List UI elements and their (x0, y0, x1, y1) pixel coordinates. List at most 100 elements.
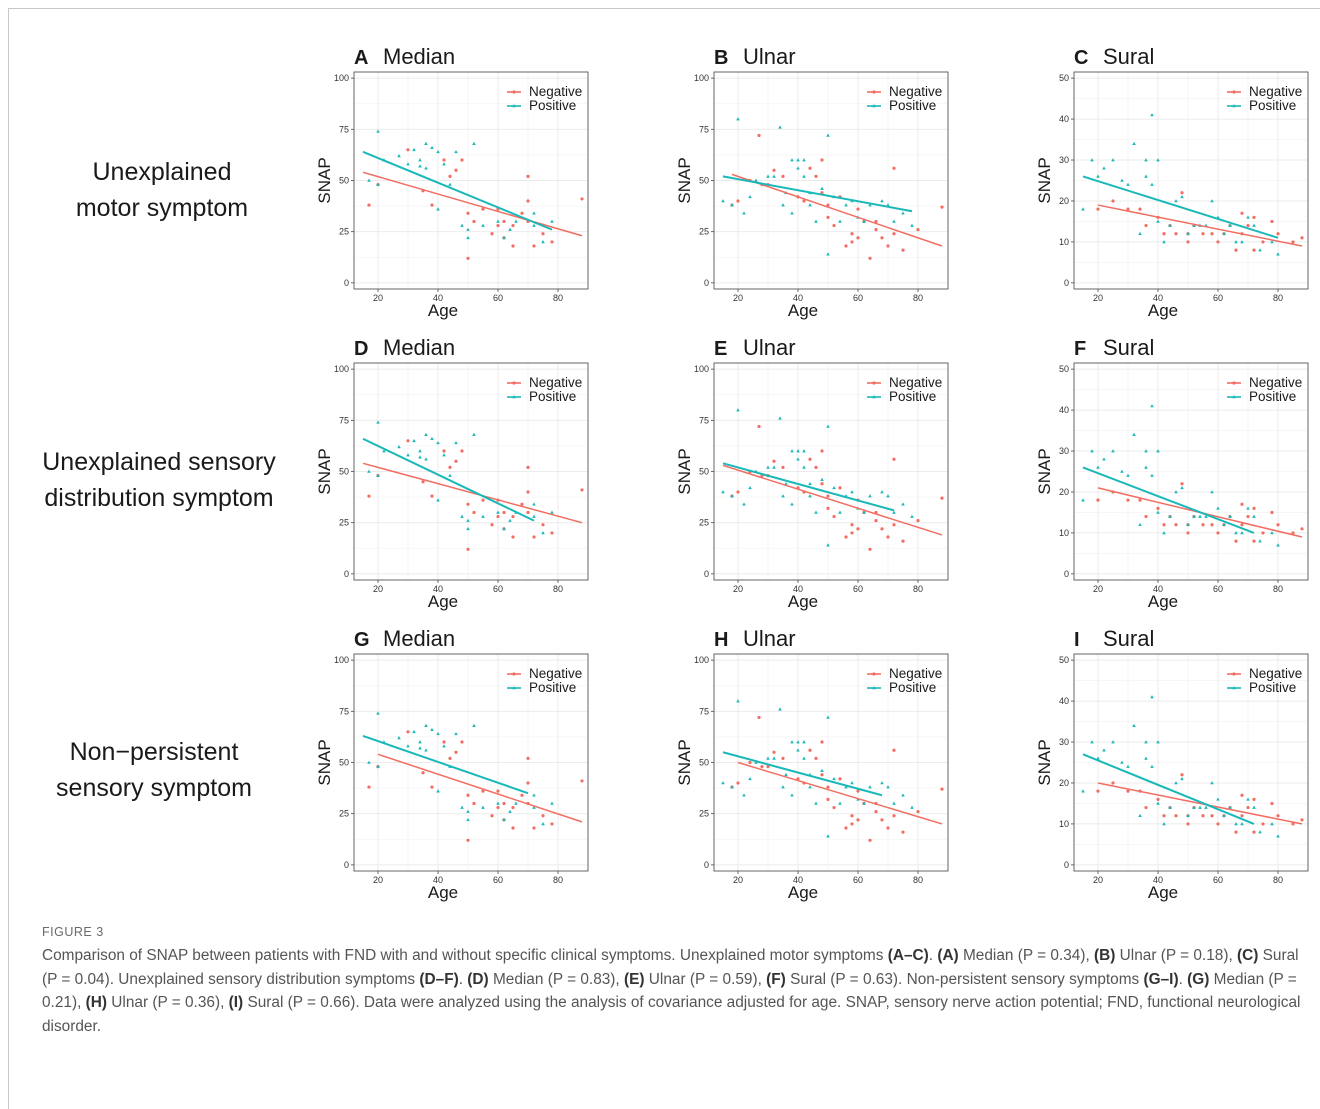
data-point-positive (772, 465, 776, 469)
data-point-positive (481, 514, 485, 518)
data-point-positive (1270, 240, 1274, 244)
data-point-positive (1111, 158, 1115, 162)
data-point-positive (1240, 822, 1244, 826)
data-point-negative (802, 199, 806, 203)
data-point-negative (406, 730, 410, 734)
data-point-positive (367, 178, 371, 182)
data-point-positive (721, 199, 725, 203)
panel-a: A Median 20 40 60 80 0 25 50 75 100 Negative Positiv… (310, 40, 590, 320)
data-point-positive (844, 203, 848, 207)
data-point-positive (892, 801, 896, 805)
legend-marker (872, 672, 876, 676)
data-point-positive (406, 453, 410, 457)
legend-marker (512, 672, 516, 676)
data-point-positive (454, 440, 458, 445)
data-point-positive (1144, 740, 1148, 744)
y-tick-label: 0 (1064, 860, 1069, 870)
data-point-negative (1261, 531, 1265, 535)
data-point-negative (1144, 514, 1148, 519)
x-tick-label: 80 (1273, 584, 1283, 594)
data-point-positive (1168, 805, 1172, 809)
data-point-positive (541, 531, 545, 535)
data-point-negative (1162, 814, 1166, 818)
y-tick-label: 75 (339, 415, 349, 425)
data-point-negative (526, 756, 530, 761)
legend-label: Positive (889, 98, 936, 113)
data-point-negative (481, 498, 485, 502)
data-point-positive (1186, 231, 1190, 236)
data-point-positive (1156, 158, 1160, 162)
data-point-positive (790, 502, 794, 506)
data-point-negative (892, 457, 896, 461)
data-point-positive (754, 178, 758, 182)
caption-panel-ref: (H) (85, 994, 108, 1011)
data-point-negative (1216, 240, 1220, 244)
data-point-negative (781, 174, 785, 179)
data-point-negative (850, 822, 854, 826)
row-label-motor: Unexplained motor symptom (12, 154, 312, 226)
data-point-positive (892, 510, 896, 514)
data-point-positive (880, 199, 884, 203)
legend-marker (512, 90, 516, 94)
fit-line-negative (1097, 782, 1303, 825)
x-axis-label: Age (1148, 592, 1178, 611)
data-point-negative (1246, 805, 1250, 810)
data-point-positive (376, 764, 380, 768)
data-point-negative (532, 244, 536, 248)
data-point-negative (448, 174, 452, 179)
data-point-negative (1252, 506, 1256, 510)
data-point-negative (856, 236, 860, 240)
caption-segment: Sural (P = 0.63). Non-persistent sensory… (785, 970, 1144, 988)
data-point-positive (448, 473, 452, 477)
data-point-negative (367, 203, 371, 207)
data-point-negative (772, 459, 776, 463)
data-point-negative (490, 814, 494, 818)
data-point-positive (1252, 223, 1256, 227)
data-point-positive (454, 731, 458, 736)
caption-segment: . (458, 970, 468, 988)
data-point-positive (418, 746, 422, 750)
data-point-negative (1096, 498, 1100, 502)
x-tick-label: 80 (1273, 293, 1283, 303)
data-point-positive (1270, 531, 1274, 535)
data-point-negative (526, 490, 530, 494)
data-point-positive (367, 760, 371, 764)
data-point-positive (1144, 756, 1148, 760)
data-point-positive (868, 494, 872, 498)
x-tick-label: 60 (1213, 293, 1223, 303)
data-point-negative (460, 158, 464, 162)
data-point-positive (1126, 764, 1130, 768)
legend-marker (1232, 686, 1236, 690)
data-point-negative (421, 480, 425, 484)
panel-g: G Median 20 40 60 80 0 25 50 75 100 Negative Positiv… (310, 622, 590, 902)
data-point-positive (1174, 199, 1178, 203)
y-tick-label: 25 (699, 227, 709, 237)
data-point-positive (376, 182, 380, 186)
data-point-negative (1201, 814, 1205, 818)
data-point-positive (436, 207, 440, 211)
data-point-positive (1276, 543, 1280, 547)
data-point-negative (580, 779, 584, 783)
plot-border (713, 362, 949, 581)
data-point-positive (424, 748, 428, 752)
panel-letter: F (1074, 338, 1086, 360)
data-point-negative (1126, 207, 1130, 211)
data-point-negative (1180, 773, 1184, 777)
data-point-negative (1261, 240, 1265, 244)
data-point-positive (550, 219, 554, 223)
data-point-positive (910, 805, 914, 809)
y-tick-label: 20 (1059, 487, 1069, 497)
x-tick-label: 60 (1213, 875, 1223, 885)
data-point-positive (532, 805, 536, 809)
data-point-positive (397, 445, 401, 449)
y-tick-label: 75 (699, 415, 709, 425)
y-tick-label: 50 (699, 467, 709, 477)
data-point-positive (496, 219, 500, 223)
caption-panel-ref: (E) (624, 970, 645, 988)
data-point-negative (892, 814, 896, 818)
x-tick-label: 20 (1093, 293, 1103, 303)
data-point-negative (1144, 223, 1148, 228)
legend-label: Positive (529, 680, 576, 695)
y-axis-label: SNAP (315, 157, 334, 203)
data-point-negative (466, 547, 470, 551)
